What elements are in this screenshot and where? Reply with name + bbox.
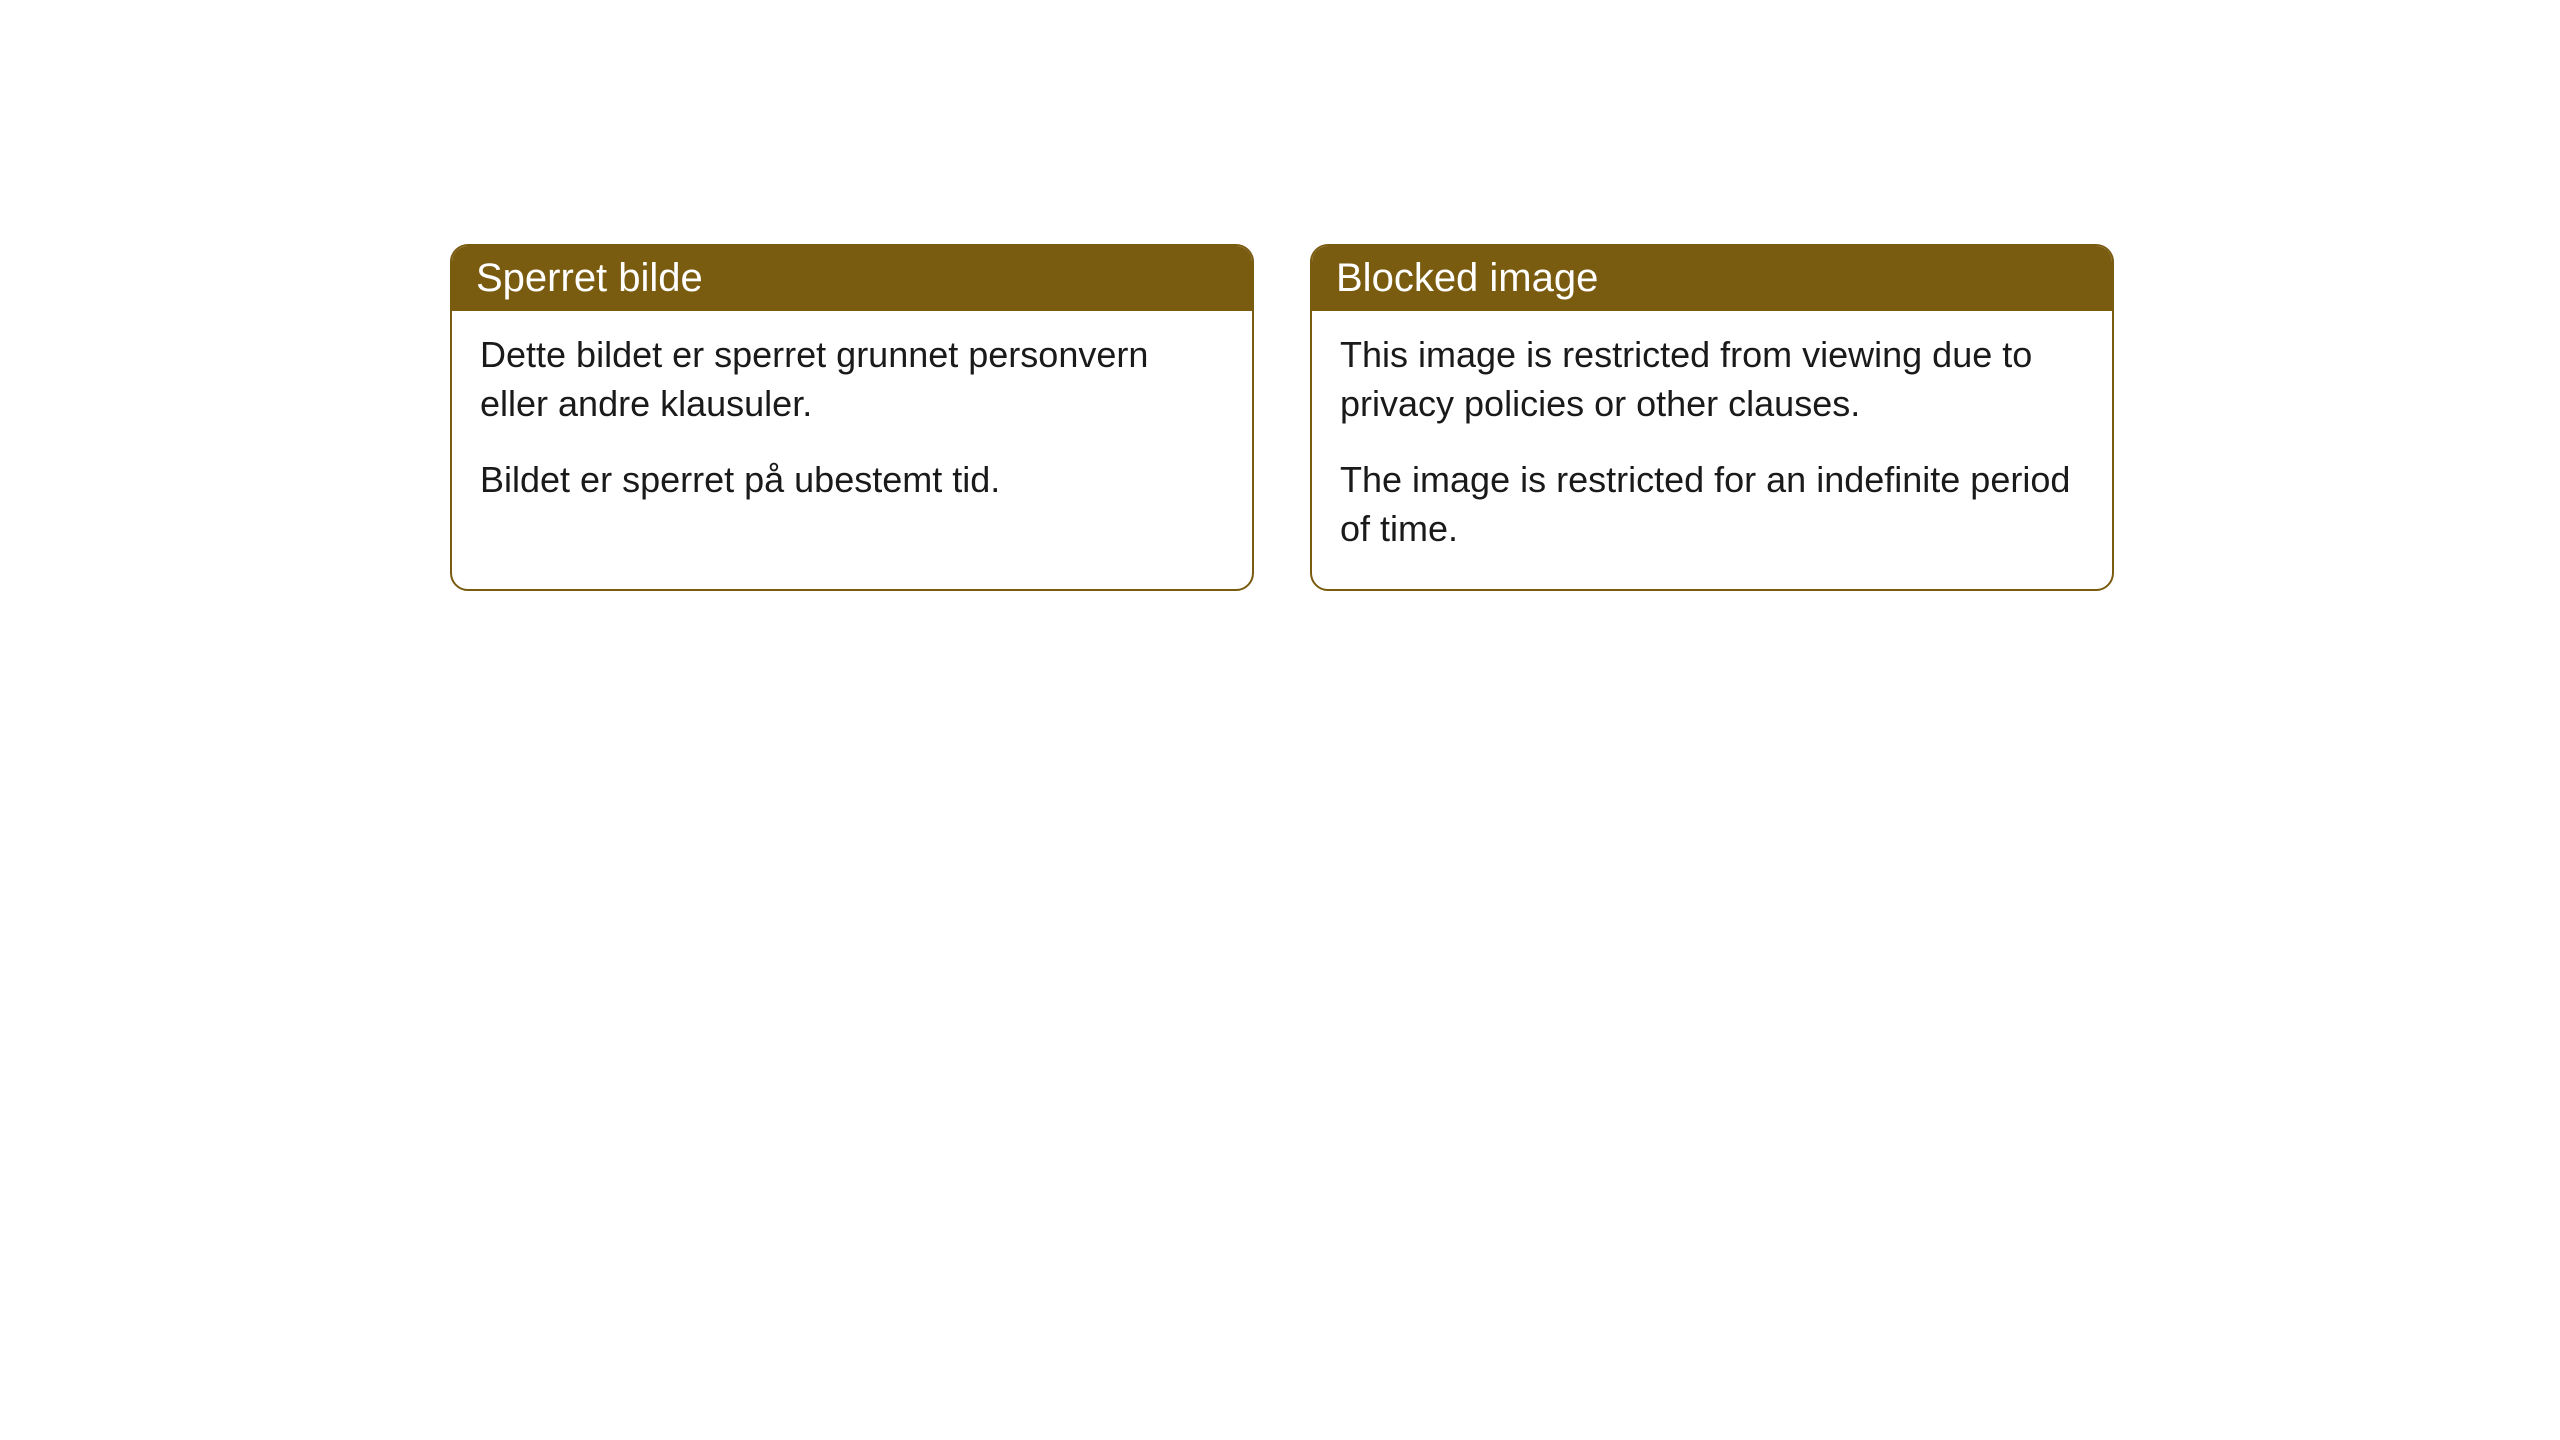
card-title: Blocked image: [1336, 256, 1598, 300]
card-title: Sperret bilde: [476, 256, 703, 300]
card-body: Dette bildet er sperret grunnet personve…: [452, 311, 1252, 541]
card-paragraph: This image is restricted from viewing du…: [1340, 331, 2084, 428]
card-paragraph: Dette bildet er sperret grunnet personve…: [480, 331, 1224, 428]
notice-card-norwegian: Sperret bilde Dette bildet er sperret gr…: [450, 244, 1254, 591]
card-body: This image is restricted from viewing du…: [1312, 311, 2112, 589]
notice-cards-container: Sperret bilde Dette bildet er sperret gr…: [450, 244, 2114, 591]
notice-card-english: Blocked image This image is restricted f…: [1310, 244, 2114, 591]
card-paragraph: The image is restricted for an indefinit…: [1340, 456, 2084, 553]
card-paragraph: Bildet er sperret på ubestemt tid.: [480, 456, 1224, 505]
card-header: Sperret bilde: [452, 246, 1252, 311]
card-header: Blocked image: [1312, 246, 2112, 311]
